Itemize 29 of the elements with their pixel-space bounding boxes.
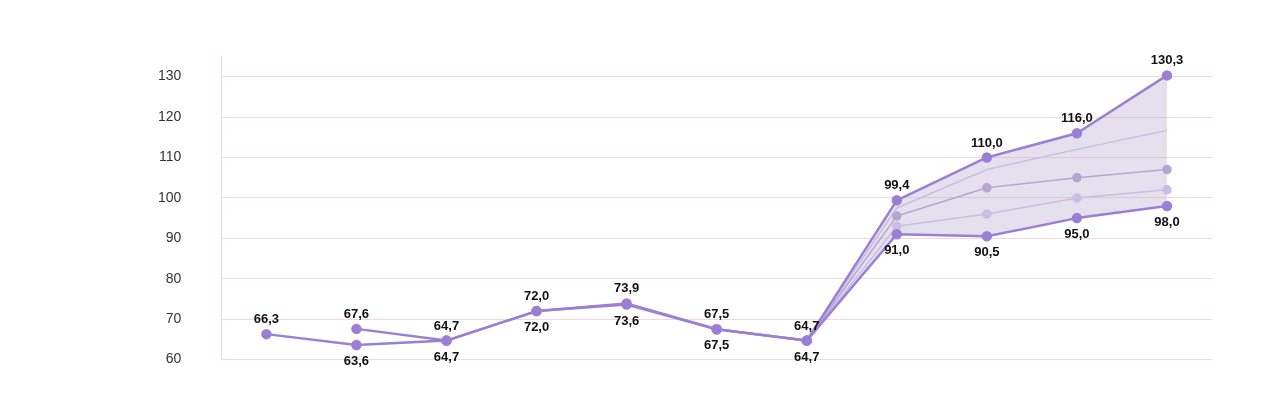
data-label: 66,3: [253, 311, 280, 327]
y-tick-label: 70: [165, 310, 182, 327]
data-label: 110,0: [970, 134, 1003, 150]
y-tick-label: 60: [165, 350, 182, 367]
data-label: 67,6: [343, 305, 370, 321]
data-label: 99,4: [884, 177, 911, 193]
data-label: 72,0: [523, 319, 550, 335]
data-label: 95,0: [1064, 226, 1090, 242]
data-label: 64,7: [433, 348, 460, 364]
data-label: 90,5: [974, 244, 1000, 260]
data-label: 130,3: [1150, 52, 1184, 68]
data-label: 73,6: [613, 312, 640, 328]
data-label: 63,6: [343, 353, 370, 369]
data-label: 116,0: [1061, 110, 1093, 126]
data-label: 64,7: [433, 317, 460, 333]
data-label: 67,5: [704, 337, 730, 353]
data-label: 91,0: [884, 242, 910, 258]
y-tick-label: 130: [158, 67, 182, 84]
data-label: 67,5: [704, 306, 730, 322]
data-label: 73,9: [613, 280, 640, 296]
data-label: 72,0: [523, 288, 550, 304]
y-tick-label: 120: [158, 107, 182, 124]
y-tick-label: 90: [165, 229, 182, 246]
y-tick-label: 110: [159, 148, 182, 165]
y-tick-label: 80: [165, 269, 182, 286]
data-label: 98,0: [1154, 214, 1180, 230]
data-label: 64,7: [794, 348, 820, 364]
y-tick-label: 100: [158, 188, 182, 205]
data-label: 64,7: [794, 317, 820, 333]
